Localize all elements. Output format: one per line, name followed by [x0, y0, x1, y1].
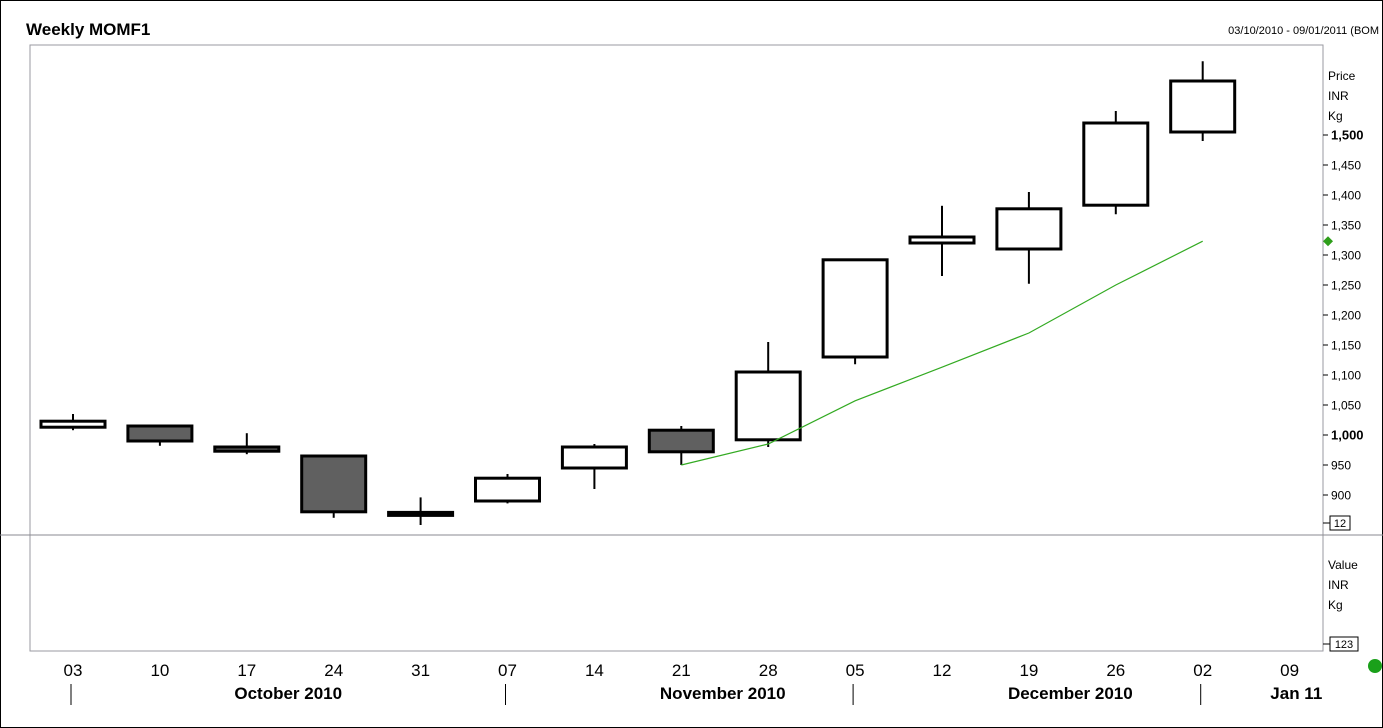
candle-body: [647, 428, 715, 454]
y-tick-label: 1,400: [1331, 189, 1361, 203]
y-tick-label: 1,000: [1331, 428, 1364, 443]
candle: [995, 192, 1063, 284]
value-scale-box-label: 123: [1335, 639, 1353, 651]
candle: [387, 497, 455, 525]
candle: [1082, 111, 1150, 215]
candle-body: [821, 258, 889, 359]
y-tick-label: 1,450: [1331, 159, 1361, 173]
candle-body: [126, 424, 194, 443]
y-tick-label: 950: [1331, 459, 1351, 473]
x-day-label: 07: [498, 661, 517, 680]
x-day-label: 10: [150, 661, 169, 680]
x-day-label: 12: [933, 661, 952, 680]
status-dot: [1368, 659, 1382, 673]
x-day-label: 02: [1193, 661, 1212, 680]
value-unit-label: Value: [1328, 558, 1358, 572]
x-month-label: Jan 11: [1270, 684, 1322, 703]
value-unit-label: Kg: [1328, 598, 1343, 612]
x-day-label: 09: [1280, 661, 1299, 680]
chart-title: Weekly MOMF1: [26, 20, 151, 39]
candle: [39, 414, 107, 431]
x-day-label: 05: [846, 661, 865, 680]
y-tick-label: 1,500: [1331, 128, 1364, 143]
candle: [908, 205, 976, 276]
x-month-label: December 2010: [1008, 684, 1133, 703]
axis-extras: Price INR Kg Value INR Kg 12 123: [1323, 69, 1382, 673]
moving-average-marker: [1323, 236, 1333, 247]
y-tick-label: 1,150: [1331, 339, 1361, 353]
candle-body: [995, 207, 1063, 251]
price-unit-label: Kg: [1328, 109, 1343, 123]
candle-body: [1082, 121, 1150, 207]
x-day-label: 24: [324, 661, 343, 680]
candle-body: [1169, 79, 1237, 134]
candle: [560, 444, 628, 489]
candle-body: [300, 454, 368, 514]
x-day-label: 31: [411, 661, 430, 680]
price-unit-label: Price: [1328, 69, 1356, 83]
price-unit-label: INR: [1328, 89, 1349, 103]
y-tick-label: 1,300: [1331, 249, 1361, 263]
price-axis: 1,500 1,450 1,400 1,350 1,300 1,250 1,200 1,150…: [1323, 128, 1364, 503]
price-scale-box-label: 12: [1334, 518, 1346, 530]
value-unit-label: INR: [1328, 578, 1349, 592]
moving-average-layer: [681, 236, 1333, 466]
date-range: 03/10/2010 - 09/01/2011 (BOM: [1228, 25, 1379, 37]
x-month-label: October 2010: [234, 684, 342, 703]
x-day-label: 03: [64, 661, 83, 680]
x-day-label: 17: [237, 661, 256, 680]
x-day-label: 28: [759, 661, 778, 680]
y-tick-label: 1,100: [1331, 369, 1361, 383]
candle: [213, 433, 281, 455]
y-tick-label: 1,200: [1331, 309, 1361, 323]
candle: [126, 424, 194, 446]
panels: [0, 44, 1383, 652]
time-axis: 03 10 17 24 31 07 14 21 28 05 12 19 26 02 09 October 20…: [64, 661, 1322, 705]
y-tick-label: 900: [1331, 489, 1351, 503]
candle-body: [213, 445, 281, 453]
y-tick-label: 1,250: [1331, 279, 1361, 293]
candle: [1169, 61, 1237, 141]
moving-average-line: [681, 240, 1203, 466]
x-day-label: 19: [1019, 661, 1038, 680]
candle-body: [387, 510, 455, 517]
candle: [300, 454, 368, 518]
candle: [734, 342, 802, 447]
candle-body: [474, 476, 541, 503]
x-day-label: 21: [672, 661, 691, 680]
y-tick-label: 1,050: [1331, 399, 1361, 413]
candle: [647, 426, 715, 465]
candle-body: [734, 370, 802, 442]
candle-body: [908, 235, 976, 245]
candle: [821, 258, 889, 365]
candle-body: [39, 419, 107, 429]
candle: [474, 474, 541, 504]
candles-layer: [39, 61, 1237, 525]
x-month-label: November 2010: [660, 684, 786, 703]
x-day-label: 26: [1106, 661, 1125, 680]
candle-body: [560, 445, 628, 470]
x-day-label: 14: [585, 661, 604, 680]
y-tick-label: 1,350: [1331, 219, 1361, 233]
